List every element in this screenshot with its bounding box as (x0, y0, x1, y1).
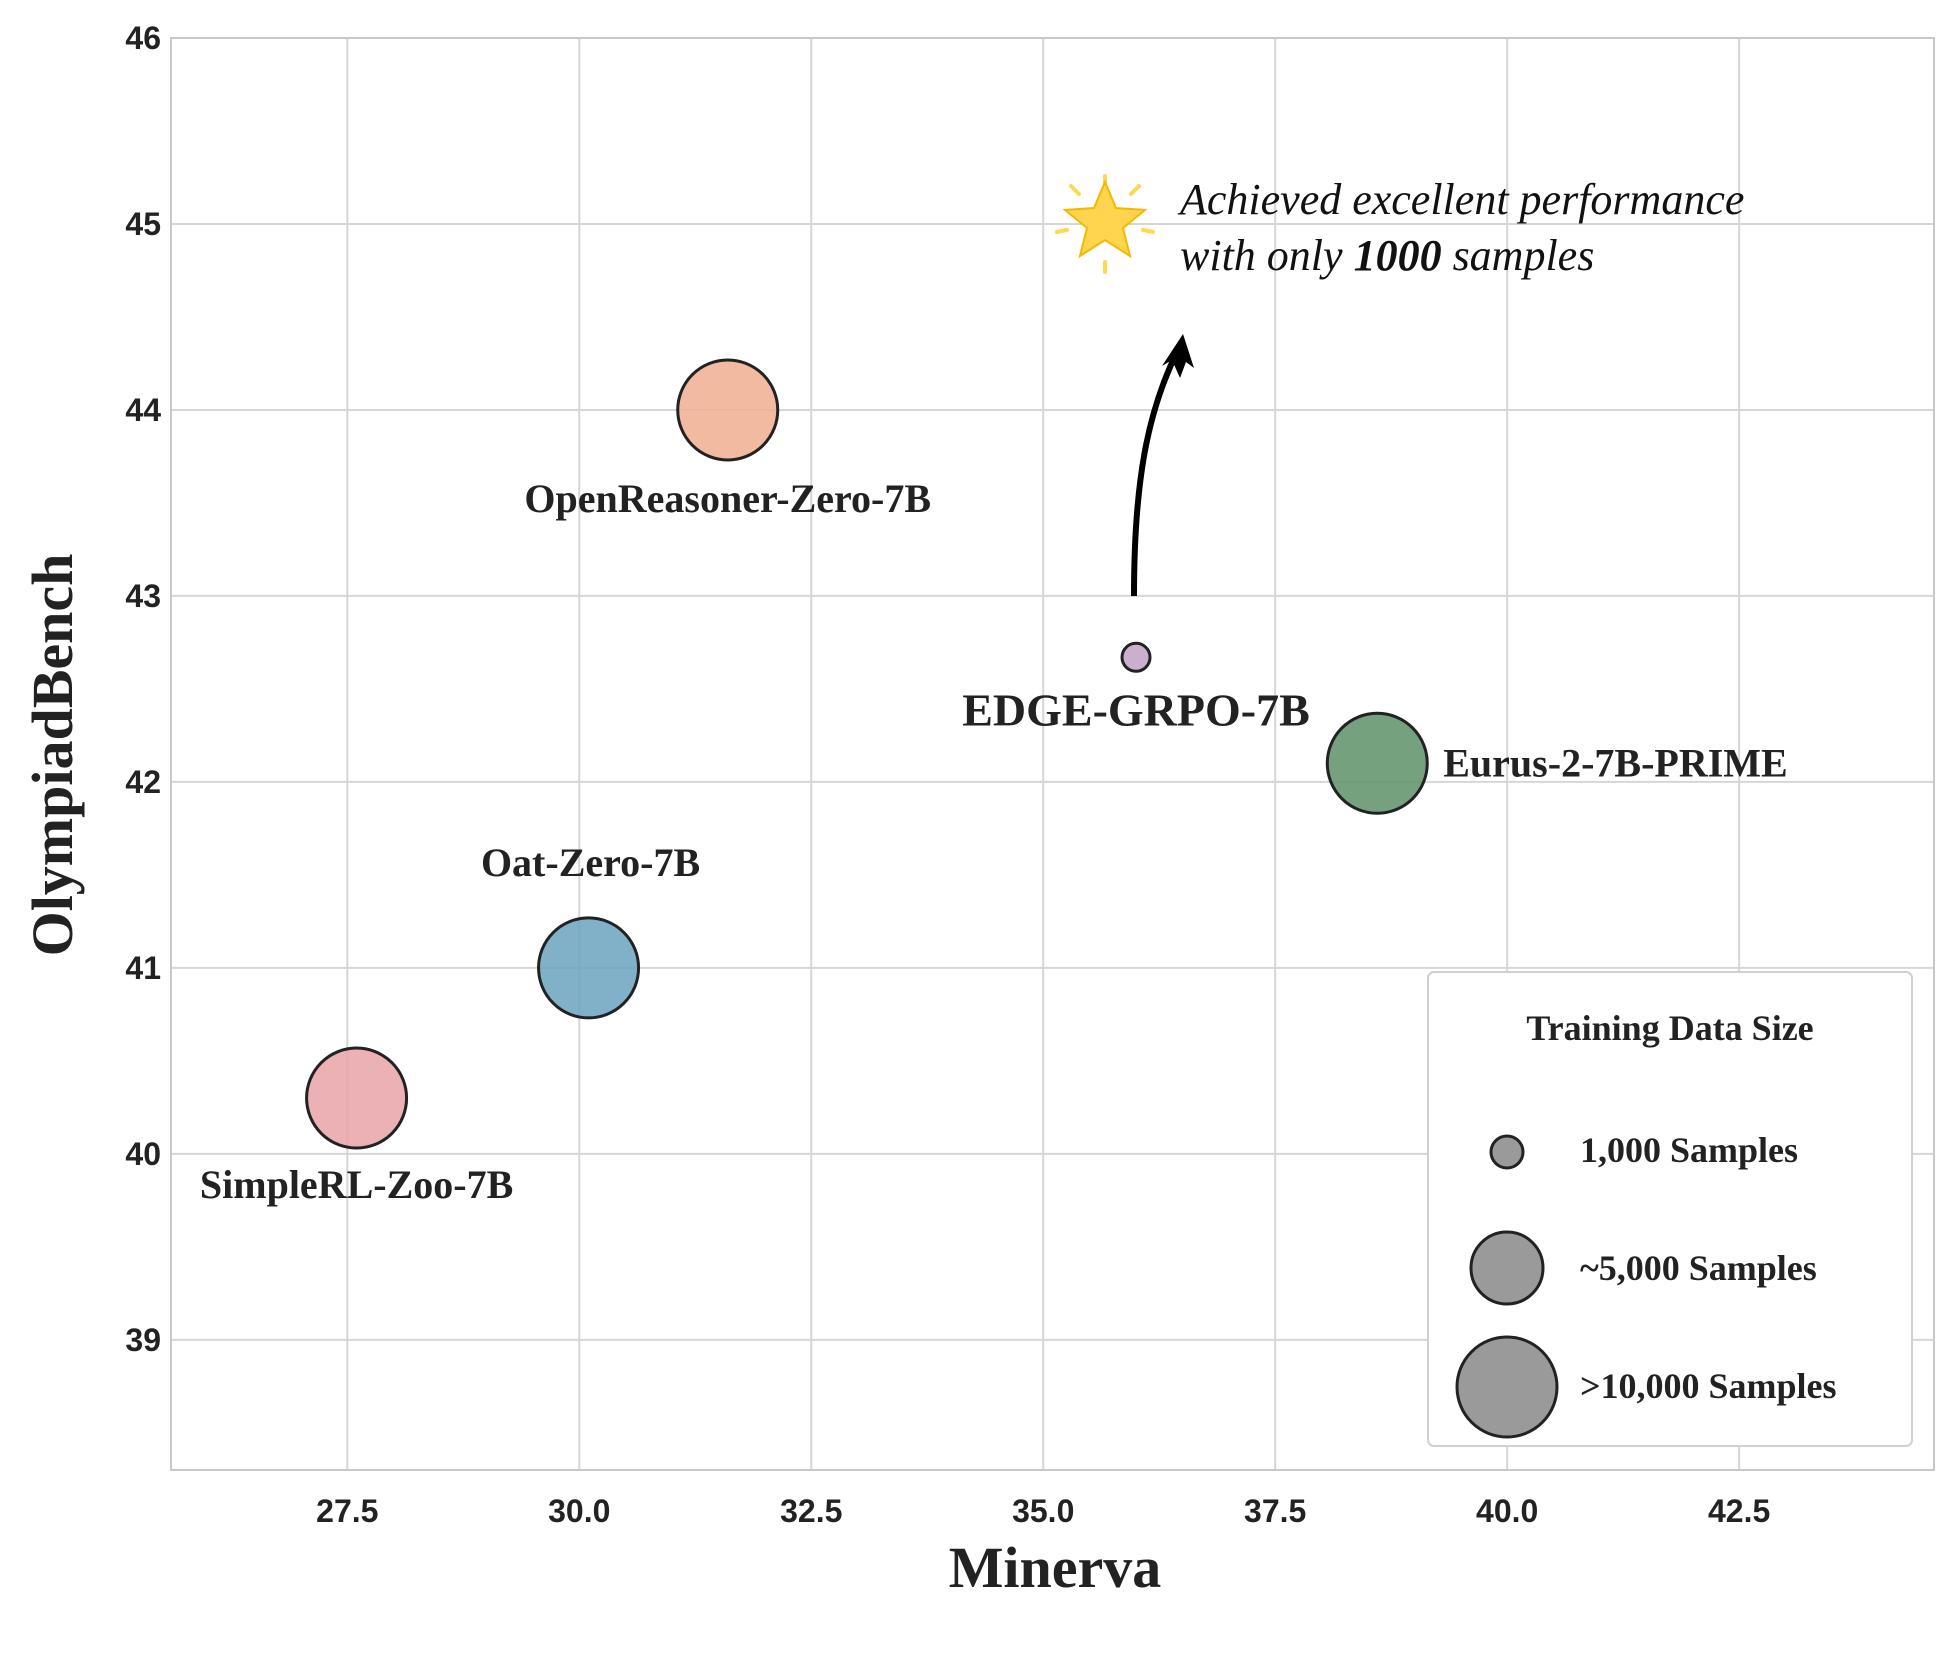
legend-entry-3: >10,000 Samples (1580, 1366, 1837, 1406)
x-tick-label: 42.5 (1708, 1493, 1770, 1529)
legend-marker-small (1489, 1134, 1525, 1170)
x-tick-label: 40.0 (1476, 1493, 1538, 1529)
y-tick-label: 45 (125, 206, 161, 242)
legend-marker-medium (1469, 1230, 1545, 1306)
x-tick-label: 27.5 (316, 1493, 378, 1529)
y-tick-label: 46 (125, 20, 161, 56)
grid (171, 37, 1934, 1470)
annotation-suffix: samples (1442, 231, 1595, 280)
annotation-prefix: with only (1180, 231, 1354, 280)
y-axis-title: OlympiadBench (20, 554, 85, 957)
x-tick-label: 32.5 (780, 1493, 842, 1529)
annotation-line-1: Achieved excellent performance (1177, 175, 1744, 224)
legend-entry-1: 1,000 Samples (1580, 1130, 1798, 1170)
y-tick-label: 40 (125, 1136, 161, 1172)
y-tick-label: 42 (125, 764, 161, 800)
point-openreasoner-zero-7b (676, 358, 780, 462)
star-icon (1055, 174, 1155, 274)
annotation-line-2: with only 1000 samples (1180, 231, 1594, 280)
tick-labels: 27.5 30.0 32.5 35.0 37.5 40.0 42.5 39 40 41 42 43 44… (125, 20, 1770, 1529)
legend-box (1427, 971, 1913, 1447)
y-tick-label: 44 (125, 392, 161, 428)
x-tick-label: 35.0 (1012, 1493, 1074, 1529)
legend-entry-2: ~5,000 Samples (1580, 1248, 1817, 1288)
annotation-arrowhead (1162, 334, 1194, 378)
point-oat-zero-7b (537, 916, 641, 1020)
label-oat-zero-7b: Oat-Zero-7B (481, 840, 700, 885)
legend: Training Data Size 1,000 Samples ~5,000 … (1427, 971, 1913, 1447)
point-edge-grpo-7b (1120, 641, 1152, 673)
legend-marker-large (1455, 1335, 1559, 1439)
annotation-number: 1000 (1354, 231, 1442, 280)
x-tick-label: 37.5 (1244, 1493, 1306, 1529)
label-edge-grpo-7b: EDGE-GRPO-7B (962, 684, 1310, 735)
label-eurus-2-7b-prime: Eurus-2-7B-PRIME (1443, 740, 1787, 785)
label-openreasoner-zero-7b: OpenReasoner-Zero-7B (524, 476, 931, 521)
y-tick-label: 41 (125, 950, 161, 986)
plot-frame (170, 37, 1935, 1471)
y-tick-label: 43 (125, 578, 161, 614)
legend-title: Training Data Size (1526, 1008, 1813, 1048)
label-simplerl-zoo-7b: SimpleRL-Zoo-7B (200, 1162, 513, 1207)
point-eurus-2-7b-prime (1325, 711, 1429, 815)
y-tick-label: 39 (125, 1322, 161, 1358)
x-tick-label: 30.0 (548, 1493, 610, 1529)
point-simplerl-zoo-7b (305, 1046, 409, 1150)
x-axis-title: Minerva (949, 1535, 1162, 1600)
data-points: SimpleRL-Zoo-7B Oat-Zero-7B OpenReasoner-Z… (200, 358, 1788, 1207)
annotation-arrow (1131, 348, 1181, 597)
